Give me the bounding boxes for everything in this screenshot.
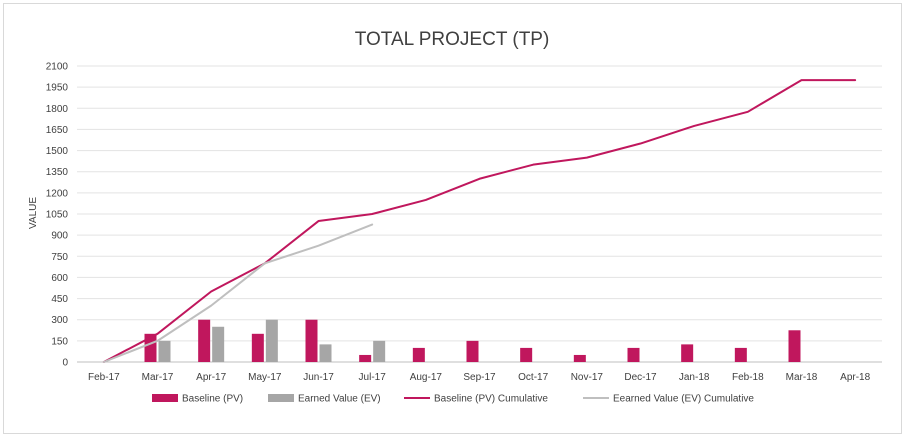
x-tick-label: Apr-17	[196, 372, 226, 383]
y-tick-label: 1050	[46, 210, 69, 221]
chart-title: TOTAL PROJECT (TP)	[355, 29, 550, 50]
bar-baseline-pv-oct-17	[520, 347, 533, 362]
y-tick-label: 1200	[46, 188, 69, 199]
bar-baseline-pv-sep-17	[466, 340, 479, 362]
y-tick-label: 600	[51, 273, 68, 284]
bar-baseline-pv-feb-18	[734, 347, 747, 362]
x-tick-label: Feb-17	[88, 372, 120, 383]
x-tick-label: Mar-17	[142, 372, 174, 383]
series-lines	[102, 79, 857, 363]
bar-earned-value-ev-jul-17	[373, 340, 386, 362]
y-tick-label: 1500	[46, 146, 69, 157]
y-tick-label: 150	[51, 336, 68, 347]
bar-earned-value-ev-may-17	[265, 319, 278, 362]
x-tick-label: Nov-17	[571, 372, 604, 383]
x-tick-label: Aug-17	[410, 372, 443, 383]
y-tick-label: 750	[51, 252, 68, 263]
gridlines	[77, 65, 882, 363]
bar-baseline-pv-dec-17	[627, 347, 640, 362]
y-tick-label: 1350	[46, 167, 69, 178]
legend-label-earned-value-ev-cumulative: Eearned Value (EV) Cumulative	[613, 394, 754, 405]
bar-baseline-pv-jul-17	[359, 354, 372, 362]
legend-swatch-baseline-pv	[152, 394, 178, 402]
y-tick-labels: 0 150 300 450 600 750 900 1050 1200 1350 1500 1650 1…	[46, 62, 69, 369]
y-tick-label: 900	[51, 231, 68, 242]
y-tick-label: 300	[51, 315, 68, 326]
x-tick-label: May-17	[248, 372, 282, 383]
bar-baseline-pv-may-17	[251, 333, 264, 362]
x-tick-label: Apr-18	[840, 372, 870, 383]
x-tick-label: Jan-18	[679, 372, 710, 383]
x-tick-label: Dec-17	[624, 372, 657, 383]
x-tick-labels: Feb-17 Mar-17 Apr-17 May-17 Jun-17 Jul-17 Aug-…	[88, 372, 871, 383]
y-tick-label: 1800	[46, 104, 69, 115]
y-axis-label: VALUE	[28, 197, 39, 229]
x-tick-label: Oct-17	[518, 372, 548, 383]
bar-baseline-pv-apr-17	[198, 319, 211, 362]
bar-earned-value-ev-jun-17	[319, 344, 332, 362]
y-tick-label: 1950	[46, 83, 69, 94]
y-tick-label: 450	[51, 294, 68, 305]
legend-swatch-earned-value-ev	[268, 394, 294, 402]
legend-label-baseline-pv-cumulative: Baseline (PV) Cumulative	[434, 394, 548, 405]
legend-label-earned-value-ev: Earned Value (EV)	[298, 394, 381, 405]
bar-baseline-pv-aug-17	[412, 347, 425, 362]
x-tick-label: Jul-17	[359, 372, 387, 383]
bar-earned-value-ev-mar-17	[158, 340, 171, 362]
bars	[144, 319, 801, 362]
bar-baseline-pv-jan-18	[681, 344, 694, 362]
x-tick-label: Feb-18	[732, 372, 764, 383]
bar-baseline-pv-nov-17	[573, 354, 586, 362]
bar-baseline-pv-jun-17	[305, 319, 318, 362]
x-tick-label: Sep-17	[463, 372, 496, 383]
x-tick-label: Jun-17	[303, 372, 334, 383]
y-tick-label: 2100	[46, 62, 69, 73]
y-tick-label: 0	[62, 358, 68, 369]
bar-earned-value-ev-apr-17	[212, 326, 225, 362]
y-tick-label: 1650	[46, 125, 69, 136]
bar-baseline-pv-mar-17	[144, 333, 157, 362]
legend-label-baseline-pv: Baseline (PV)	[182, 394, 243, 405]
line-earned-value-ev-cumulative	[102, 223, 374, 363]
x-tick-label: Mar-18	[786, 372, 818, 383]
bar-baseline-pv-mar-18	[788, 330, 801, 362]
line-baseline-pv-cumulative	[102, 79, 857, 363]
legend: Baseline (PV) Earned Value (EV) Baseline (…	[152, 394, 754, 405]
